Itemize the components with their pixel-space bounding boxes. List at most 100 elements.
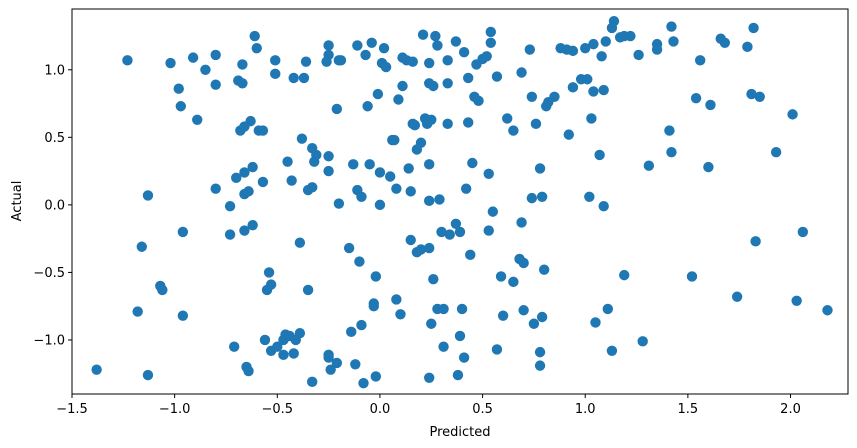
data-point <box>524 44 535 55</box>
data-point <box>502 113 513 124</box>
data-point <box>325 364 336 375</box>
data-point <box>302 284 314 296</box>
data-point <box>602 303 614 315</box>
data-point <box>348 159 359 170</box>
data-point <box>424 57 435 69</box>
data-point <box>686 271 698 282</box>
data-point <box>666 21 677 32</box>
data-point <box>428 273 439 285</box>
data-point <box>122 55 133 66</box>
data-point <box>600 36 611 47</box>
data-point <box>526 192 538 204</box>
data-point <box>530 118 542 130</box>
data-point <box>237 59 248 70</box>
x-tick-label: 1.5 <box>678 402 699 417</box>
data-point <box>791 295 802 306</box>
data-point <box>690 92 702 104</box>
data-point <box>362 101 373 112</box>
data-point <box>797 226 809 238</box>
data-point <box>428 80 439 92</box>
plot-frame <box>71 8 849 395</box>
x-tick-label: −1.5 <box>56 402 88 417</box>
data-point <box>343 242 355 254</box>
data-point <box>432 40 443 51</box>
data-point <box>243 365 254 377</box>
data-point <box>370 271 382 282</box>
data-point <box>192 114 203 125</box>
data-point <box>136 241 147 252</box>
data-point <box>210 183 221 194</box>
data-point <box>187 52 199 63</box>
data-point <box>508 125 519 136</box>
data-point <box>272 341 283 352</box>
data-point <box>598 84 609 96</box>
x-tick-label: 2.0 <box>780 402 801 417</box>
data-point <box>454 226 466 238</box>
data-point <box>536 191 548 202</box>
data-point <box>436 226 447 238</box>
data-point <box>356 191 367 202</box>
data-point <box>352 40 363 51</box>
data-point <box>372 88 384 100</box>
data-point <box>306 376 318 388</box>
data-point <box>473 95 484 107</box>
data-point <box>424 242 435 254</box>
data-point <box>483 225 494 236</box>
data-point <box>516 217 527 228</box>
data-point <box>770 146 782 158</box>
data-point <box>485 26 496 38</box>
data-point <box>518 257 529 269</box>
data-point <box>298 72 310 84</box>
data-point <box>456 303 468 315</box>
data-point <box>239 167 250 178</box>
data-point <box>391 294 402 305</box>
data-point <box>619 269 630 281</box>
data-point <box>450 36 462 47</box>
data-point <box>288 348 299 359</box>
data-point <box>434 194 445 205</box>
data-point <box>580 42 591 54</box>
points-layer <box>91 15 833 389</box>
data-point <box>249 30 260 42</box>
y-axis-ticks: −1.0 −0.5 0.0 0.5 1.0 <box>33 63 72 348</box>
data-point <box>536 311 548 323</box>
data-point <box>454 330 466 342</box>
data-point <box>374 167 386 178</box>
x-tick-label: −1.0 <box>159 402 191 417</box>
data-point <box>346 326 357 338</box>
data-point <box>237 78 248 89</box>
data-point <box>231 172 242 184</box>
data-point <box>438 303 449 315</box>
data-point <box>590 317 601 328</box>
data-point <box>508 276 519 288</box>
data-point <box>323 49 334 61</box>
data-point <box>296 133 308 144</box>
data-point <box>385 171 396 182</box>
data-point <box>259 334 271 346</box>
data-point <box>442 118 453 130</box>
data-point <box>306 182 318 193</box>
data-point <box>458 47 470 58</box>
data-point <box>378 42 390 54</box>
data-point <box>157 284 168 296</box>
data-point <box>651 44 663 55</box>
data-point <box>633 49 644 61</box>
data-point <box>323 151 334 162</box>
data-point <box>495 271 507 282</box>
data-point <box>132 306 143 317</box>
data-point <box>200 64 211 75</box>
data-point <box>175 101 186 112</box>
data-point <box>165 57 176 69</box>
data-point <box>567 82 579 93</box>
data-point <box>364 159 375 170</box>
data-point <box>331 357 343 369</box>
data-point <box>491 71 503 82</box>
data-point <box>668 36 679 47</box>
data-point <box>694 55 706 66</box>
x-tick-label: 0.0 <box>370 402 391 417</box>
x-tick-label: 0.5 <box>472 402 493 417</box>
data-point <box>335 55 347 66</box>
data-point <box>534 360 546 371</box>
data-point <box>598 201 609 212</box>
data-point <box>750 236 761 247</box>
